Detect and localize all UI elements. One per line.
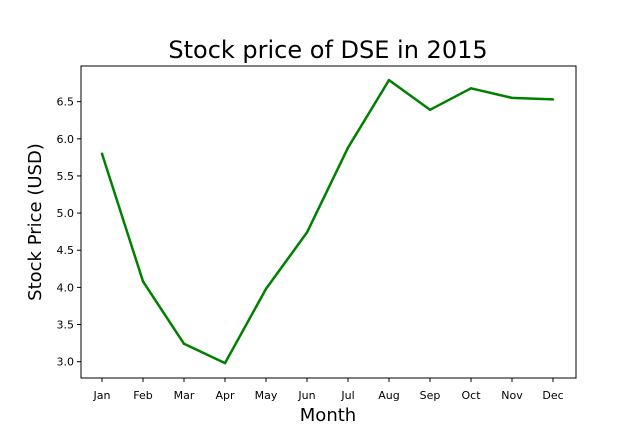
data-point-jul [346, 146, 350, 149]
x-tick-label: Jun [297, 389, 315, 402]
data-point-aug [387, 78, 391, 82]
y-tick-label: 5.5 [57, 170, 75, 183]
plot-area-frame [80, 65, 577, 379]
data-point-feb [141, 280, 145, 283]
x-axis-ticks: Jan Feb Mar Apr May Jun Jul Aug Sep Oct Nov Dec [93, 378, 564, 402]
x-tick-label: Feb [133, 389, 152, 402]
data-point-jun [305, 231, 309, 234]
x-tick-label: May [255, 389, 278, 402]
y-axis-label: Stock Price (USD) [25, 143, 46, 301]
data-point-dec [551, 98, 555, 101]
x-tick-label: Jan [93, 389, 111, 402]
x-tick-label: Jul [340, 389, 354, 402]
data-point-may [264, 287, 268, 291]
chart-title: Stock price of DSE in 2015 [168, 36, 487, 64]
y-tick-label: 3.5 [57, 319, 75, 332]
series-line [100, 78, 554, 365]
y-axis-ticks: 3.0 3.5 4.0 4.5 5.0 5.5 6.0 6.5 [57, 96, 81, 369]
y-tick-label: 5.0 [57, 207, 75, 220]
x-tick-label: Nov [501, 389, 523, 402]
x-tick-label: Dec [542, 389, 563, 402]
x-tick-label: Sep [420, 389, 441, 402]
data-point-oct [469, 87, 473, 90]
y-tick-label: 4.5 [57, 244, 75, 257]
x-tick-label: Oct [461, 389, 481, 402]
data-point-mar [182, 342, 186, 346]
data-point-nov [510, 96, 514, 100]
x-axis-label: Month [300, 405, 356, 426]
y-tick-label: 6.5 [57, 96, 75, 109]
x-tick-label: Aug [378, 389, 399, 402]
x-tick-label: Apr [215, 389, 235, 402]
x-tick-label: Mar [174, 389, 195, 402]
data-point-apr [223, 361, 227, 365]
data-point-jan [100, 152, 104, 155]
y-tick-label: 4.0 [57, 281, 75, 294]
y-tick-label: 6.0 [57, 133, 75, 146]
data-point-sep [428, 108, 432, 112]
y-tick-label: 3.0 [57, 356, 75, 369]
series-layer [100, 78, 555, 365]
